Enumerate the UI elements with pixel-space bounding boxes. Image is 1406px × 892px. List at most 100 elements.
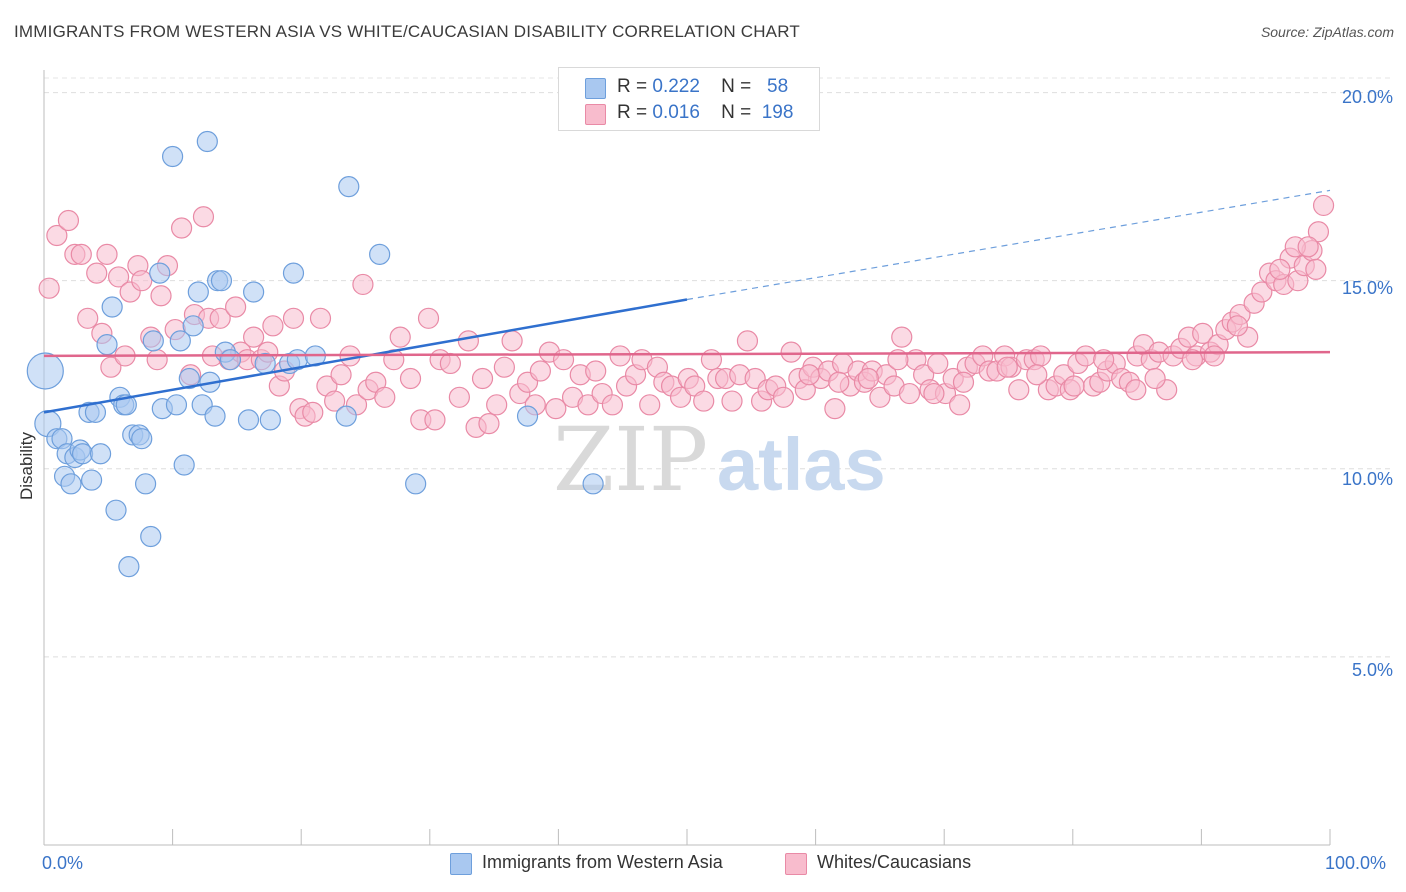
watermark: ZIP atlas: [553, 408, 886, 511]
legend-n-label: N =: [721, 76, 752, 97]
whites-point: [209, 307, 231, 329]
whites-point: [324, 390, 346, 412]
x-tick-label: 100.0%: [1325, 853, 1387, 873]
western-asia-point: [516, 405, 539, 427]
western-asia-point: [338, 176, 360, 198]
whites-point: [898, 382, 921, 405]
y-axis-label: Disability: [17, 431, 36, 500]
whites-point: [1181, 349, 1203, 371]
western-asia-point: [89, 443, 112, 465]
western-asia-point: [178, 367, 200, 390]
western-asia-point: [26, 352, 64, 390]
whites-point: [150, 285, 172, 307]
whites-point: [501, 330, 523, 352]
legend-label: Whites/Caucasians: [817, 852, 972, 872]
whites-point: [1307, 221, 1330, 243]
whites-point: [493, 356, 515, 378]
western-asia-point: [237, 409, 260, 431]
western-asia-point: [142, 330, 164, 352]
whites-point: [86, 262, 108, 284]
whites-point: [107, 266, 130, 288]
whites-trend-line: [43, 350, 1331, 358]
whites-point: [1297, 236, 1319, 258]
legend-r-value: 0.016: [652, 102, 700, 123]
western-asia-point: [169, 330, 191, 352]
whites-point: [1026, 364, 1048, 386]
whites-point: [577, 394, 599, 416]
western-asia-point: [259, 409, 281, 431]
legend-swatch-whites: [585, 104, 606, 125]
whites-point: [857, 367, 879, 390]
x-tick-label: 0.0%: [42, 853, 84, 873]
western-asia-point: [369, 243, 391, 265]
western-asia-point: [134, 473, 157, 495]
western-asia-point: [131, 428, 153, 450]
whites-point: [146, 349, 168, 371]
legend-swatch-whites: [785, 853, 807, 875]
whites-point: [486, 394, 508, 416]
whites-point: [225, 296, 247, 318]
whites-point: [46, 224, 68, 247]
western-asia-point: [187, 281, 209, 303]
whites-point: [736, 330, 759, 352]
legend-swatch-western-asia: [585, 78, 606, 99]
western-asia-point: [80, 469, 103, 491]
whites-point: [798, 364, 820, 386]
whites-point: [1312, 194, 1335, 217]
whites-point: [389, 326, 411, 348]
whites-point: [824, 397, 846, 420]
whites-point: [585, 360, 607, 382]
western-asia-point: [335, 405, 357, 427]
whites-point: [952, 371, 975, 393]
y-tick-label: 5.0%: [1351, 660, 1393, 680]
western-asia-point: [243, 281, 265, 303]
whites-point: [1093, 349, 1115, 371]
western-asia-point: [173, 454, 195, 476]
whites-point: [1030, 345, 1052, 367]
western-asia-point: [196, 130, 218, 153]
watermark-atlas: atlas: [717, 423, 886, 506]
whites-point: [891, 326, 913, 348]
whites-point: [721, 390, 743, 412]
whites-point: [77, 307, 99, 329]
western-asia-point: [149, 262, 171, 284]
whites-point: [949, 394, 971, 416]
western-asia-point: [71, 443, 94, 465]
western-asia-point: [118, 556, 140, 578]
stats-legend: R = 0.222 N = 58 R = 0.016 N = 198: [558, 67, 820, 131]
whites-point: [471, 367, 494, 390]
whites-point: [70, 243, 92, 265]
whites-point: [57, 209, 80, 232]
y-tick-label: 10.0%: [1341, 469, 1393, 489]
chart-title: IMMIGRANTS FROM WESTERN ASIA VS WHITE/CA…: [14, 22, 800, 41]
whites-point: [639, 394, 661, 416]
whites-point: [609, 345, 631, 367]
y-tick-label: 15.0%: [1341, 278, 1393, 298]
western-asia-point: [101, 296, 123, 318]
western-asia-point: [182, 315, 204, 337]
legend-label: Immigrants from Western Asia: [482, 852, 723, 872]
whites-point: [96, 243, 118, 265]
western-asia-point: [219, 349, 242, 371]
legend-swatch-western-asia: [450, 853, 472, 875]
western-asia-point: [105, 499, 127, 521]
whites-point: [693, 390, 715, 412]
western-asia-point: [165, 394, 188, 416]
whites-point: [927, 352, 949, 375]
whites-point: [1269, 258, 1291, 280]
whites-point: [330, 364, 352, 386]
whites-point: [1125, 379, 1147, 401]
whites-point: [996, 356, 1018, 378]
whites-point: [780, 341, 802, 363]
whites-point: [100, 356, 122, 378]
whites-point: [262, 315, 284, 337]
whites-point: [1075, 345, 1097, 367]
legend-r-value: 0.222: [652, 76, 700, 97]
whites-point: [923, 382, 945, 405]
whites-point: [1203, 345, 1225, 367]
whites-point: [1144, 367, 1166, 390]
whites-point: [243, 326, 265, 348]
whites-point: [1063, 375, 1085, 397]
western-asia-point: [162, 145, 184, 168]
whites-point: [601, 394, 624, 416]
